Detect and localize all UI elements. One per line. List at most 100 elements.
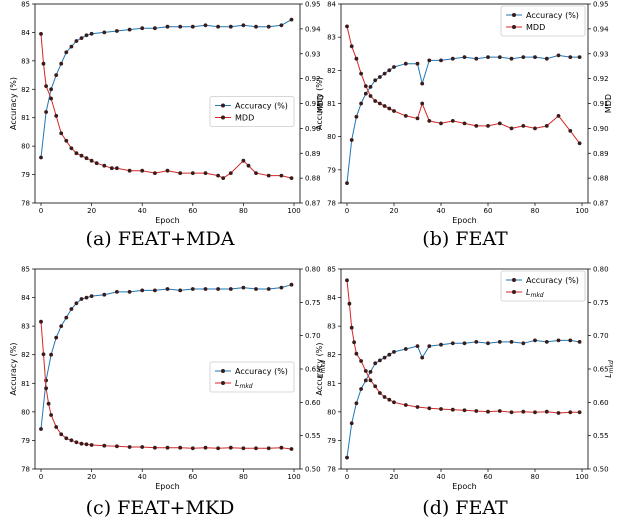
data-point [216,173,221,178]
legend-marker [512,13,516,17]
data-point [363,91,368,96]
legend: Accuracy (%) MDD [209,96,295,127]
legend-marker [221,115,225,120]
y-left-tick-label: 84 [327,1,336,9]
data-point [373,78,378,83]
data-point [49,87,53,92]
data-point [140,26,145,31]
data-point [64,138,69,143]
data-point [354,56,359,61]
y-left-tick-label: 80 [327,133,336,141]
y-left-tick-label: 79 [327,166,336,174]
data-point [84,156,89,161]
data-point [140,168,145,173]
data-point [392,65,396,69]
data-point [190,171,195,176]
data-point [354,114,359,119]
data-point [279,173,284,178]
data-point [279,445,284,450]
data-point [246,163,251,168]
data-point [403,347,408,351]
data-point [74,440,79,445]
chart-panel-3: 0 20 40 60 80 100 78 79 80 81 82 83 84 85 0.50 0.55 0.60… [9,266,327,520]
series-line [346,339,580,458]
data-point [439,407,443,411]
data-point [115,444,119,449]
data-point [403,403,408,407]
panel-caption: (a) FEAT+MDA [86,228,235,250]
data-point [439,58,443,63]
data-point [368,94,373,98]
data-point [577,410,582,415]
y-left-tick-label: 79 [327,437,336,445]
legend-label: Accuracy (%) [526,11,579,20]
data-point [349,138,354,142]
legend-box [500,270,586,302]
data-point [497,55,502,59]
data-point [577,55,582,59]
y-left-tick-label: 84 [21,29,30,37]
series-line [346,54,580,184]
data-point [266,173,271,178]
data-point [74,301,79,306]
chart-panel-1: 0 20 40 60 80 100 78 79 80 81 82 83 84 85 0.87 0.88 0.89… [9,1,325,251]
data-point [427,58,432,63]
x-axis-label: Epoch [452,482,477,491]
y-right-tick-label: 0.65 [593,366,609,374]
data-point [39,155,43,160]
legend-marker [512,290,516,294]
data-point [568,55,573,59]
data-point [359,359,363,363]
x-tick-label: 60 [188,473,197,481]
data-point [415,116,420,121]
data-point [345,455,349,460]
series-accuracy [39,17,294,160]
data-point [382,71,387,76]
data-point [354,401,359,406]
data-point [359,101,363,106]
y-right-axis-label: MDD [316,94,325,113]
data-point [254,171,258,176]
x-tick-label: 20 [390,473,399,481]
x-tick-label: 80 [531,207,540,215]
y-left-tick-label: 82 [21,351,30,359]
data-point [41,352,46,357]
data-point [79,441,84,446]
y-right-tick-label: 0.95 [593,1,609,9]
y-right-axis-label: Lmkd [316,360,327,378]
panel-caption: (c) FEAT+MKD [86,497,235,519]
x-axis-label: Epoch [452,216,477,225]
data-point [392,400,396,405]
y-right-tick-label: 0.93 [593,50,609,58]
data-point [368,85,373,89]
x-tick-label: 40 [437,207,446,215]
chart-panel-2: 0 20 40 60 80 100 78 79 80 81 82 83 84 0.87 0.88 0.89 0.… [315,1,613,251]
legend-box [209,361,295,393]
x-axis-label: Epoch [155,482,180,491]
data-point [450,407,455,412]
data-point [279,23,284,28]
data-point [59,61,64,66]
legend-label: Lmkd [526,288,544,299]
data-point [462,341,467,346]
data-point [127,290,132,294]
y-left-tick-label: 83 [21,323,30,331]
data-point [74,39,79,43]
data-point [64,315,69,320]
series-secondary [39,319,294,451]
panel-caption: (d) FEAT [422,497,508,519]
data-point [228,287,233,291]
data-point [462,121,467,126]
x-tick-label: 20 [87,473,96,481]
data-point [486,124,490,128]
data-point [474,56,479,61]
data-point [178,171,183,176]
data-point [115,290,119,294]
data-point [165,287,170,291]
data-point [49,96,53,101]
data-point [486,55,490,59]
data-point [266,287,271,291]
y-left-tick-label: 79 [21,171,30,179]
legend-box [209,96,295,127]
data-point [140,288,145,293]
